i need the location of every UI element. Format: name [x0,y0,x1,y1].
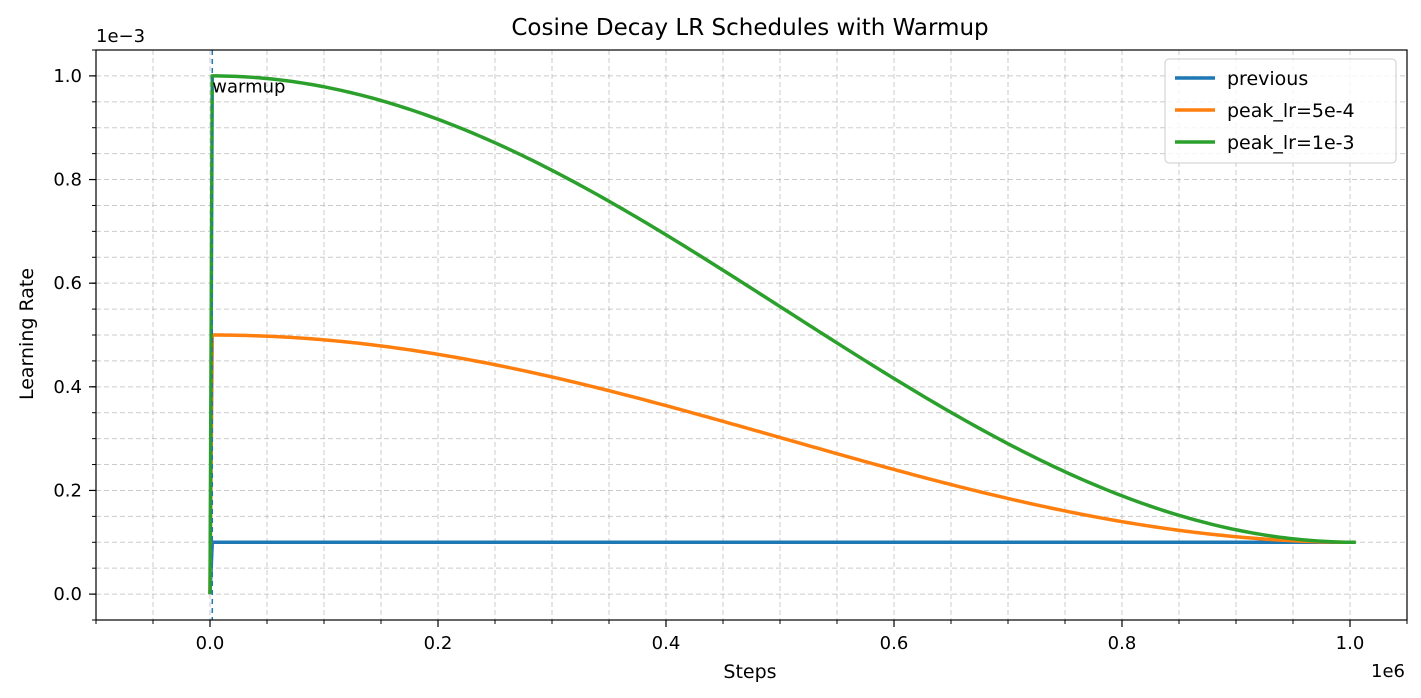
legend-label: previous [1227,68,1308,90]
x-tick-label: 0.6 [880,633,909,654]
y-tick-label: 0.2 [53,480,82,501]
series-line-previous [208,540,1356,595]
legend-box [1164,58,1397,164]
y-tick-label: 0.8 [53,170,82,191]
series-line-peak_lr=5e-4 [208,333,1356,595]
chart-title: Cosine Decay LR Schedules with Warmup [511,15,988,41]
y-axis-label: Learning Rate [16,268,38,400]
axes: 0.0 0.2 0.4 0.6 0.8 1.0 0.0 0.2 0.4 0.6 0.8 1.0 [53,49,1408,654]
x-tick-label: 0.0 [196,633,225,654]
x-tick-label: 0.8 [1108,633,1137,654]
legend-label: peak_lr=5e-4 [1227,100,1355,122]
y-offset-label: 1e−3 [96,26,145,47]
plot-frame [95,49,1408,621]
series-lines [208,74,1356,595]
y-tick-label: 0.0 [53,584,82,605]
annotations: warmup [211,50,285,620]
legend: previous peak_lr=5e-4 peak_lr=1e-3 [1164,58,1397,164]
x-axis-label: Steps [723,661,776,683]
x-tick-label: 0.4 [652,633,681,654]
y-tick-label: 0.6 [53,273,82,294]
x-tick-label: 1.0 [1336,633,1365,654]
legend-label: peak_lr=1e-3 [1227,132,1355,154]
series-line-peak_lr=1e-3 [208,74,1356,595]
y-tick-label: 0.4 [53,377,82,398]
x-offset-label: 1e6 [1371,661,1405,682]
y-tick-label: 1.0 [53,66,82,87]
x-tick-label: 0.2 [424,633,453,654]
warmup-annotation: warmup [212,76,285,97]
